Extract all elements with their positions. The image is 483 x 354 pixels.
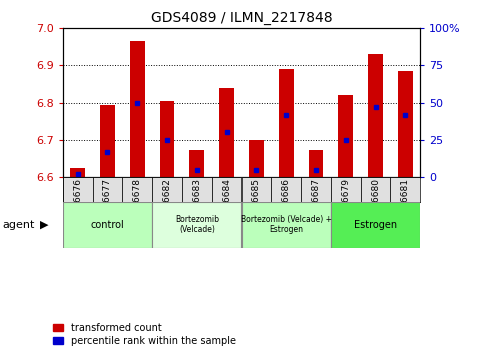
Bar (159, 101, 174, 177)
Bar (249, 140, 264, 177)
Text: Bortezomib (Velcade) +
Estrogen: Bortezomib (Velcade) + Estrogen (241, 215, 332, 234)
Text: ▶: ▶ (40, 220, 48, 230)
Bar (70, 168, 85, 177)
Text: GSM766686: GSM766686 (282, 178, 291, 233)
Text: GSM766682: GSM766682 (163, 178, 171, 233)
Bar (301, 177, 331, 202)
Bar (361, 177, 390, 202)
Text: GSM766676: GSM766676 (73, 178, 82, 233)
Bar (398, 71, 413, 177)
Bar (212, 177, 242, 202)
Bar (93, 177, 122, 202)
Text: GSM766681: GSM766681 (401, 178, 410, 233)
Bar (122, 177, 152, 202)
Text: GSM766684: GSM766684 (222, 178, 231, 233)
Text: control: control (91, 220, 124, 230)
Bar (368, 55, 383, 177)
Legend: transformed count, percentile rank within the sample: transformed count, percentile rank withi… (53, 323, 236, 346)
Bar (309, 150, 324, 177)
Bar (189, 150, 204, 177)
Text: GSM766678: GSM766678 (133, 178, 142, 233)
Bar (331, 177, 361, 202)
Bar (338, 95, 353, 177)
Bar (63, 177, 93, 202)
Bar (182, 177, 212, 202)
Text: agent: agent (2, 220, 35, 230)
Text: GSM766677: GSM766677 (103, 178, 112, 233)
Text: GSM766680: GSM766680 (371, 178, 380, 233)
Bar (390, 177, 420, 202)
Bar (271, 177, 301, 202)
Text: Estrogen: Estrogen (354, 220, 397, 230)
Bar (152, 177, 182, 202)
Text: GSM766687: GSM766687 (312, 178, 320, 233)
Bar (100, 104, 115, 177)
Text: GDS4089 / ILMN_2217848: GDS4089 / ILMN_2217848 (151, 11, 332, 25)
Text: GSM766683: GSM766683 (192, 178, 201, 233)
Text: Bortezomib
(Velcade): Bortezomib (Velcade) (175, 215, 219, 234)
Text: GSM766679: GSM766679 (341, 178, 350, 233)
Bar (331, 202, 420, 248)
Bar (242, 177, 271, 202)
Bar (63, 202, 152, 248)
Bar (279, 69, 294, 177)
Text: GSM766685: GSM766685 (252, 178, 261, 233)
Bar (130, 41, 145, 177)
Bar (242, 202, 331, 248)
Bar (152, 202, 242, 248)
Bar (219, 88, 234, 177)
